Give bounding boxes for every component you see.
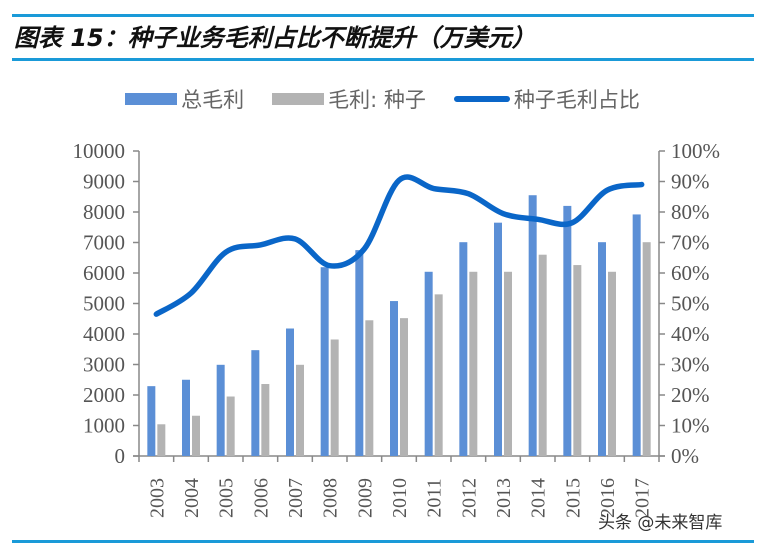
bar-total-2006 xyxy=(251,350,260,456)
bar-seed-2014 xyxy=(538,254,547,456)
bar-seed-2010 xyxy=(400,318,408,456)
y-tick-label: 3000 xyxy=(83,353,125,377)
y2-tick-label: 60% xyxy=(671,261,710,285)
y2-tick-label: 70% xyxy=(671,231,710,255)
x-tick-label: 2013 xyxy=(493,478,515,518)
bar-seed-2007 xyxy=(296,364,304,456)
y-tick-label: 2000 xyxy=(83,383,125,407)
y2-tick-label: 0% xyxy=(671,444,699,468)
bar-total-2003 xyxy=(147,386,156,456)
watermark: 头条 @未来智库 xyxy=(598,513,723,533)
bar-seed-2008 xyxy=(330,339,339,456)
bar-seed-2003 xyxy=(157,424,166,456)
y2-tick-label: 20% xyxy=(671,383,710,407)
top-rule xyxy=(12,14,754,17)
legend-label: 总毛利 xyxy=(181,88,245,112)
y-tick-label: 8000 xyxy=(83,200,125,224)
x-tick-label: 2003 xyxy=(146,478,168,518)
chart-title: 图表 15：种子业务毛利占比不断提升（万美元） xyxy=(14,24,536,52)
x-tick-label: 2004 xyxy=(181,478,203,518)
bar-total-2014 xyxy=(528,195,537,456)
bottom-rule xyxy=(12,540,754,543)
x-tick-label: 2015 xyxy=(562,478,584,518)
bar-total-2009 xyxy=(355,250,364,456)
bar-total-2007 xyxy=(286,328,294,456)
x-tick-label: 2007 xyxy=(285,478,307,518)
legend-item-total: 总毛利 xyxy=(125,84,244,114)
x-tick-label: 2012 xyxy=(458,478,480,518)
bar-seed-2005 xyxy=(226,396,235,456)
bar-total-2017 xyxy=(632,214,641,456)
y-tick-label: 7000 xyxy=(83,231,125,255)
y-tick-label: 1000 xyxy=(83,414,125,438)
bar-total-2012 xyxy=(459,242,468,456)
x-tick-label: 2008 xyxy=(320,478,342,518)
bar-seed-2013 xyxy=(504,271,512,456)
bar-seed-2016 xyxy=(608,271,616,456)
x-tick-label: 2005 xyxy=(216,478,238,518)
bar-seed-2011 xyxy=(434,294,443,456)
y-tick-label: 10000 xyxy=(73,139,126,163)
bar-seed-2004 xyxy=(192,415,200,456)
bar-total-2011 xyxy=(424,271,433,456)
bar-total-2004 xyxy=(182,379,190,456)
y2-tick-label: 90% xyxy=(671,170,710,194)
legend-item-ratio: 种子毛利占比 xyxy=(453,84,640,114)
bar-seed-2009 xyxy=(365,320,374,456)
y-tick-label: 6000 xyxy=(83,261,125,285)
bar-total-2016 xyxy=(598,242,606,456)
bar-total-2005 xyxy=(216,364,225,456)
y-tick-label: 5000 xyxy=(83,292,125,316)
x-tick-label: 2006 xyxy=(250,478,272,518)
y-tick-label: 4000 xyxy=(83,322,125,346)
x-tick-label: 2010 xyxy=(389,478,411,518)
y2-tick-label: 30% xyxy=(671,353,710,377)
x-tick-label: 2017 xyxy=(632,478,654,518)
legend-swatch xyxy=(453,96,510,102)
y-tick-label: 9000 xyxy=(83,170,125,194)
x-tick-label: 2014 xyxy=(528,478,550,518)
bar-total-2010 xyxy=(390,301,398,456)
bar-total-2015 xyxy=(563,205,572,456)
legend-item-seed: 毛利: 种子 xyxy=(272,84,426,114)
x-tick-label: 2011 xyxy=(424,478,446,517)
y-tick-label: 0 xyxy=(115,444,126,468)
legend-swatch xyxy=(125,93,178,105)
bar-seed-2006 xyxy=(261,384,270,456)
y2-tick-label: 80% xyxy=(671,200,710,224)
legend: 总毛利 毛利: 种子 种子毛利占比 xyxy=(0,84,765,114)
legend-swatch xyxy=(272,93,325,105)
bar-seed-2012 xyxy=(469,271,478,456)
bar-total-2008 xyxy=(320,267,329,456)
x-tick-label: 2009 xyxy=(354,478,376,518)
legend-label: 毛利: 种子 xyxy=(328,88,426,112)
title-rule xyxy=(12,58,754,61)
bar-total-2013 xyxy=(494,222,502,456)
legend-label: 种子毛利占比 xyxy=(513,88,640,112)
y2-tick-label: 40% xyxy=(671,322,710,346)
y2-tick-label: 10% xyxy=(671,414,710,438)
x-tick-label: 2016 xyxy=(597,478,619,518)
bar-seed-2015 xyxy=(573,265,582,456)
y2-tick-label: 100% xyxy=(671,139,720,163)
y2-tick-label: 50% xyxy=(671,292,710,316)
bar-seed-2017 xyxy=(642,242,651,456)
